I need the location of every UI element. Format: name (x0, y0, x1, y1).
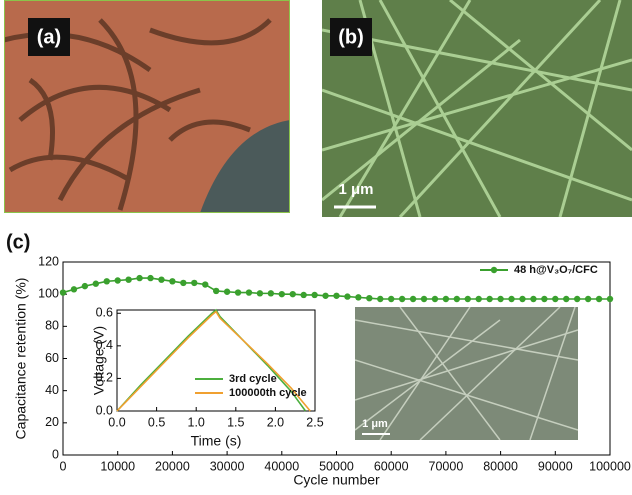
marker (486, 296, 492, 302)
scale-label: 1 μm (338, 181, 373, 198)
panel-label: (a) (37, 26, 61, 48)
x-tick-label: 30000 (210, 459, 245, 473)
marker (530, 296, 536, 302)
marker (607, 296, 613, 302)
legend-marker (491, 267, 497, 273)
marker (290, 291, 296, 297)
marker (519, 296, 525, 302)
marker (465, 296, 471, 302)
marker (246, 289, 252, 295)
x-tick-label: 2.5 (306, 415, 323, 429)
legend-label: 3rd cycle (229, 373, 277, 385)
marker (71, 286, 77, 292)
y-tick-label: 40 (45, 383, 59, 397)
x-tick-label: 1.5 (227, 415, 244, 429)
marker (508, 296, 514, 302)
marker (322, 293, 328, 299)
marker (235, 289, 241, 295)
marker (311, 292, 317, 298)
marker (82, 283, 88, 289)
marker (585, 296, 591, 302)
legend-label: 100000th cycle (229, 387, 307, 399)
x-tick-label: 10000 (100, 459, 135, 473)
marker (399, 296, 405, 302)
marker (60, 289, 66, 295)
x-axis-label: Time (s) (191, 433, 242, 449)
marker (115, 277, 121, 283)
y-tick-label: 60 (45, 351, 59, 365)
y-axis-label: Capacitance retention (%) (13, 278, 29, 440)
marker (147, 275, 153, 281)
marker (596, 296, 602, 302)
marker (202, 281, 208, 287)
x-tick-label: 20000 (155, 459, 190, 473)
marker (366, 295, 372, 301)
marker (300, 292, 306, 298)
x-tick-label: 80000 (483, 459, 518, 473)
marker (169, 278, 175, 284)
marker (421, 296, 427, 302)
y-tick-label: 0.0 (96, 403, 113, 417)
marker (136, 275, 142, 281)
marker (224, 289, 230, 295)
page: {"panels":[{"label":"(a)"},{"label":"(b)… (0, 0, 632, 495)
marker (191, 280, 197, 286)
marker (476, 296, 482, 302)
panel-label: (c) (6, 231, 30, 253)
marker (158, 276, 164, 282)
y-tick-label: 0.6 (96, 306, 113, 320)
marker (443, 296, 449, 302)
marker (388, 296, 394, 302)
marker (432, 296, 438, 302)
marker (454, 296, 460, 302)
marker (104, 278, 110, 284)
y-tick-label: 120 (38, 254, 59, 268)
marker (268, 290, 274, 296)
x-tick-label: 0.5 (148, 415, 165, 429)
marker (355, 294, 361, 300)
marker (410, 296, 416, 302)
x-tick-label: 0 (60, 459, 67, 473)
y-axis-label: Voltage (V) (91, 326, 107, 395)
panel-label: (b) (338, 26, 364, 48)
x-axis-label: Cycle number (293, 472, 380, 488)
marker (552, 296, 558, 302)
x-tick-label: 0.0 (108, 415, 125, 429)
legend-label: 48 h@V₃O₇/CFC (514, 264, 598, 276)
marker (497, 296, 503, 302)
scale-label: 1 μm (362, 418, 388, 430)
marker (344, 293, 350, 299)
y-tick-label: 0 (52, 447, 59, 461)
marker (93, 281, 99, 287)
marker (125, 276, 131, 282)
marker (377, 296, 383, 302)
x-tick-label: 90000 (538, 459, 573, 473)
sem-inset (355, 307, 578, 440)
marker (563, 296, 569, 302)
x-tick-label: 100000 (589, 459, 631, 473)
figure: (a) (b) 1 μm (c) 1 μm 0 10000 20000 30000 40… (0, 0, 632, 490)
marker (257, 290, 263, 296)
marker (213, 288, 219, 294)
y-tick-label: 20 (45, 415, 59, 429)
marker (279, 291, 285, 297)
marker (180, 280, 186, 286)
y-tick-label: 80 (45, 319, 59, 333)
y-tick-label: 100 (38, 286, 59, 300)
marker (333, 293, 339, 299)
marker (541, 296, 547, 302)
x-tick-label: 70000 (429, 459, 464, 473)
marker (574, 296, 580, 302)
x-tick-label: 2.0 (267, 415, 284, 429)
x-tick-label: 1.0 (188, 415, 205, 429)
